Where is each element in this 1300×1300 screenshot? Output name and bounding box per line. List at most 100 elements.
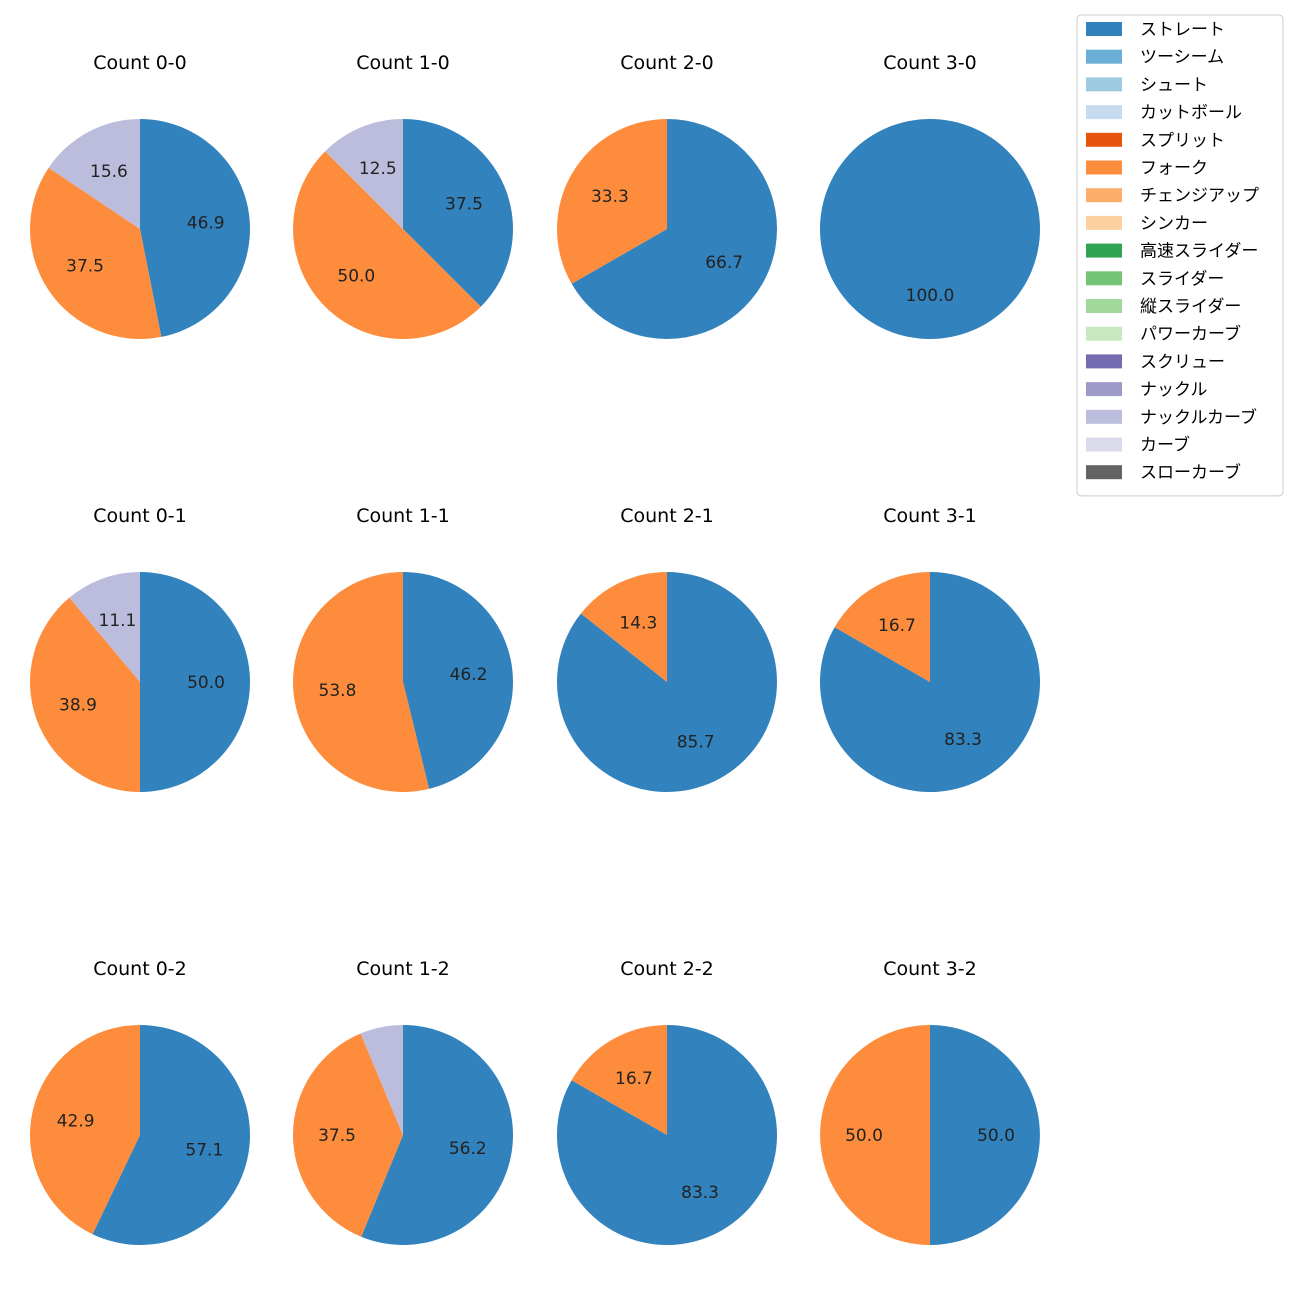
legend-swatch xyxy=(1086,22,1122,36)
legend-item: ナックル xyxy=(1086,380,1208,400)
legend-item: フォーク xyxy=(1086,159,1208,179)
legend-item: パワーカーブ xyxy=(1086,324,1241,345)
slice-label: 33.3 xyxy=(591,187,629,207)
pie-slice xyxy=(403,119,513,307)
slice-label: 38.9 xyxy=(59,696,97,716)
legend-swatch xyxy=(1086,188,1122,203)
slice-label: 83.3 xyxy=(681,1183,719,1203)
pie-slice xyxy=(360,1025,403,1135)
pie-7: Count 2-1 85.7 14.3 xyxy=(557,505,777,792)
pie-title: Count 2-2 xyxy=(620,958,714,980)
pie-slice xyxy=(48,119,140,229)
slice-label: 50.0 xyxy=(845,1126,883,1146)
slice-label: 37.5 xyxy=(318,1126,356,1146)
legend-swatch xyxy=(1086,271,1122,286)
slice-label: 15.6 xyxy=(90,162,128,182)
pie-3: Count 2-0 66.7 33.3 xyxy=(556,52,777,339)
slice-label: 57.1 xyxy=(185,1141,223,1161)
pie-11: Count 2-2 83.3 16.7 xyxy=(556,958,777,1246)
pie-slice xyxy=(325,119,403,229)
pie-12: Count 3-2 50.0 50.0 xyxy=(820,958,1040,1245)
pie-title: Count 1-2 xyxy=(356,958,450,980)
legend-swatch xyxy=(1086,160,1122,175)
legend-swatch xyxy=(1086,299,1122,313)
legend-label: ツーシーム xyxy=(1140,48,1224,68)
legend-item: カーブ xyxy=(1086,435,1190,456)
slice-label: 11.1 xyxy=(99,611,137,631)
legend-item: カットボール xyxy=(1086,103,1242,123)
legend-swatch xyxy=(1086,132,1122,147)
slice-label: 50.0 xyxy=(187,673,225,693)
legend-item: スクリュー xyxy=(1086,352,1225,372)
slice-label: 83.3 xyxy=(944,730,982,750)
pie-title: Count 0-2 xyxy=(93,958,187,980)
pie-9: Count 0-2 57.1 42.9 xyxy=(29,958,251,1245)
pie-title: Count 0-1 xyxy=(93,505,187,527)
pie-slice xyxy=(361,1025,513,1245)
legend-item: 縦スライダー xyxy=(1086,297,1241,317)
pie-4: Count 3-0 100.0 xyxy=(820,52,1040,339)
legend-swatch xyxy=(1086,243,1122,258)
pie-title: Count 0-0 xyxy=(93,52,187,74)
pie-1: Count 0-0 46.9 37.5 15.6 xyxy=(30,52,250,340)
legend-label: チェンジアップ xyxy=(1140,186,1259,206)
legend-item: 高速スライダー xyxy=(1086,242,1258,262)
legend-label: ナックルカーブ xyxy=(1140,407,1257,428)
pie-8: Count 3-1 83.3 16.7 xyxy=(819,505,1041,792)
legend-label: スローカーブ xyxy=(1140,462,1241,483)
pie-slice xyxy=(140,572,250,792)
pie-slice xyxy=(930,1025,1040,1245)
slice-label: 50.0 xyxy=(337,267,375,287)
pie-slice xyxy=(140,119,250,337)
legend: ストレートツーシームシュートカットボールスプリットフォークチェンジアップシンカー… xyxy=(1076,14,1284,497)
pie-slice xyxy=(403,572,514,789)
slice-label: 16.7 xyxy=(878,616,916,636)
legend-item: シュート xyxy=(1086,75,1208,95)
pie-slice xyxy=(29,1025,140,1235)
pie-title: Count 3-2 xyxy=(883,958,977,980)
pie-slice xyxy=(571,1025,667,1135)
slice-label: 46.9 xyxy=(187,214,225,234)
pie-slice xyxy=(292,1033,403,1237)
legend-label: カーブ xyxy=(1140,435,1190,456)
pie-title: Count 1-1 xyxy=(356,505,450,527)
legend-item: ストレート xyxy=(1086,20,1225,40)
legend-frame xyxy=(1076,14,1284,497)
slice-label: 37.5 xyxy=(66,257,104,277)
legend-label: ストレート xyxy=(1140,20,1225,40)
pie-title: Count 3-1 xyxy=(883,505,977,527)
pie-title: Count 2-1 xyxy=(620,505,714,527)
pie-slice xyxy=(820,119,1040,339)
legend-swatch xyxy=(1086,215,1122,230)
slice-label: 46.2 xyxy=(450,665,488,685)
legend-label: シンカー xyxy=(1140,214,1208,234)
slice-label: 14.3 xyxy=(619,614,657,634)
pie-5: Count 0-1 50.0 38.9 11.1 xyxy=(30,505,250,792)
pie-slice xyxy=(834,572,930,682)
legend-label: シュート xyxy=(1140,75,1208,95)
slice-label: 16.7 xyxy=(615,1069,653,1089)
legend-swatch xyxy=(1086,77,1122,92)
pie-slice xyxy=(30,597,141,792)
pie-charts: Count 0-0 46.9 37.5 15.6 Count 1-0 37.5 50.0 12… xyxy=(29,52,1041,1246)
slice-label: 12.5 xyxy=(359,159,397,179)
pie-title: Count 3-0 xyxy=(883,52,977,74)
legend-label: パワーカーブ xyxy=(1140,324,1241,345)
pie-slice xyxy=(556,119,667,284)
legend-swatch xyxy=(1086,354,1122,369)
legend-item: スローカーブ xyxy=(1086,462,1241,483)
legend-label: フォーク xyxy=(1140,159,1208,179)
legend-item: スプリット xyxy=(1086,131,1225,151)
pie-slice xyxy=(580,572,667,682)
slice-label: 50.0 xyxy=(977,1126,1015,1146)
pie-slice xyxy=(30,167,162,340)
slice-label: 42.9 xyxy=(57,1111,95,1131)
slice-label: 37.5 xyxy=(445,195,483,215)
legend-swatch xyxy=(1086,326,1122,341)
pie-title: Count 1-0 xyxy=(356,52,450,74)
pie-slice xyxy=(293,151,481,339)
legend-item: チェンジアップ xyxy=(1086,186,1259,206)
pie-slice xyxy=(92,1025,251,1245)
legend-swatch xyxy=(1086,105,1122,120)
slice-label: 85.7 xyxy=(677,732,715,752)
